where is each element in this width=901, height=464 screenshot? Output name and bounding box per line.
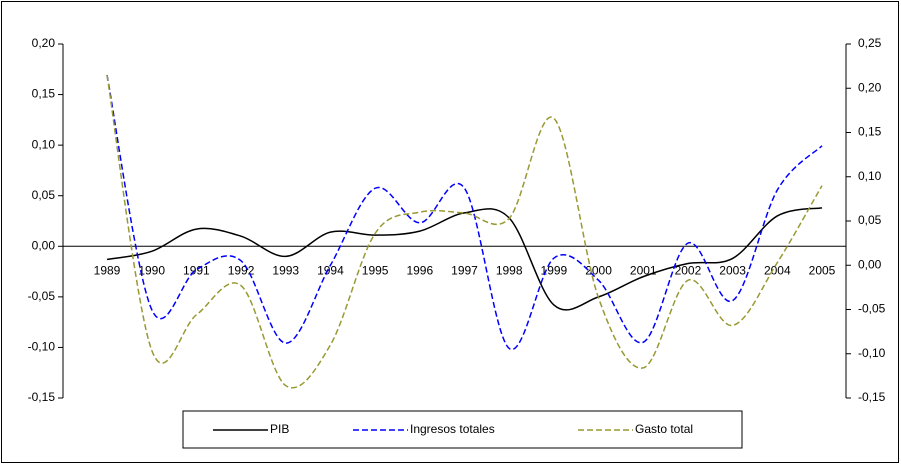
x-tick-label: 1994 — [317, 263, 344, 277]
legend-label: Gasto total — [635, 422, 693, 436]
x-tick-label: 2002 — [675, 263, 702, 277]
y-tick-label: -0,05 — [28, 289, 56, 303]
series-line — [106, 207, 823, 311]
y2-tick-label: 0,15 — [858, 125, 882, 139]
y2-tick-label: 0,25 — [858, 36, 882, 50]
y-tick-label: -0,15 — [28, 390, 56, 404]
y2-tick-label: 0,10 — [858, 169, 882, 183]
x-tick-label: 1997 — [451, 263, 478, 277]
y2-tick-label: -0,10 — [858, 346, 886, 360]
x-tick-label: 1998 — [496, 263, 523, 277]
x-tick-label: 1991 — [183, 263, 210, 277]
legend-label: Ingresos totales — [410, 422, 495, 436]
y2-tick-label: -0,15 — [858, 390, 886, 404]
y-tick-label: 0,00 — [32, 238, 56, 252]
x-tick-label: 1999 — [541, 263, 568, 277]
x-tick-label: 1996 — [406, 263, 433, 277]
x-tick-label: 1995 — [362, 263, 389, 277]
x-tick-label: 2004 — [764, 263, 791, 277]
y-tick-label: 0,10 — [32, 137, 56, 151]
x-tick-label: 2000 — [585, 263, 612, 277]
y2-tick-label: 0,00 — [858, 257, 882, 271]
y-tick-label: 0,05 — [32, 188, 56, 202]
y-tick-label: 0,15 — [32, 87, 56, 101]
y-tick-label: -0,10 — [28, 340, 56, 354]
y2-tick-label: -0,05 — [858, 302, 886, 316]
x-tick-label: 2001 — [630, 263, 657, 277]
x-tick-label: 2005 — [809, 263, 836, 277]
x-tick-label: 1993 — [272, 263, 299, 277]
y2-tick-label: 0,05 — [858, 213, 882, 227]
legend-box — [182, 410, 743, 449]
x-tick-label: 1992 — [228, 263, 255, 277]
legend-label: PIB — [270, 422, 289, 436]
x-tick-label: 1989 — [94, 263, 121, 277]
series-line — [106, 74, 823, 351]
x-tick-label: 2003 — [719, 263, 746, 277]
y-tick-label: 0,20 — [32, 36, 56, 50]
series-line — [106, 74, 823, 389]
x-tick-label: 1990 — [138, 263, 165, 277]
y2-tick-label: 0,20 — [858, 80, 882, 94]
